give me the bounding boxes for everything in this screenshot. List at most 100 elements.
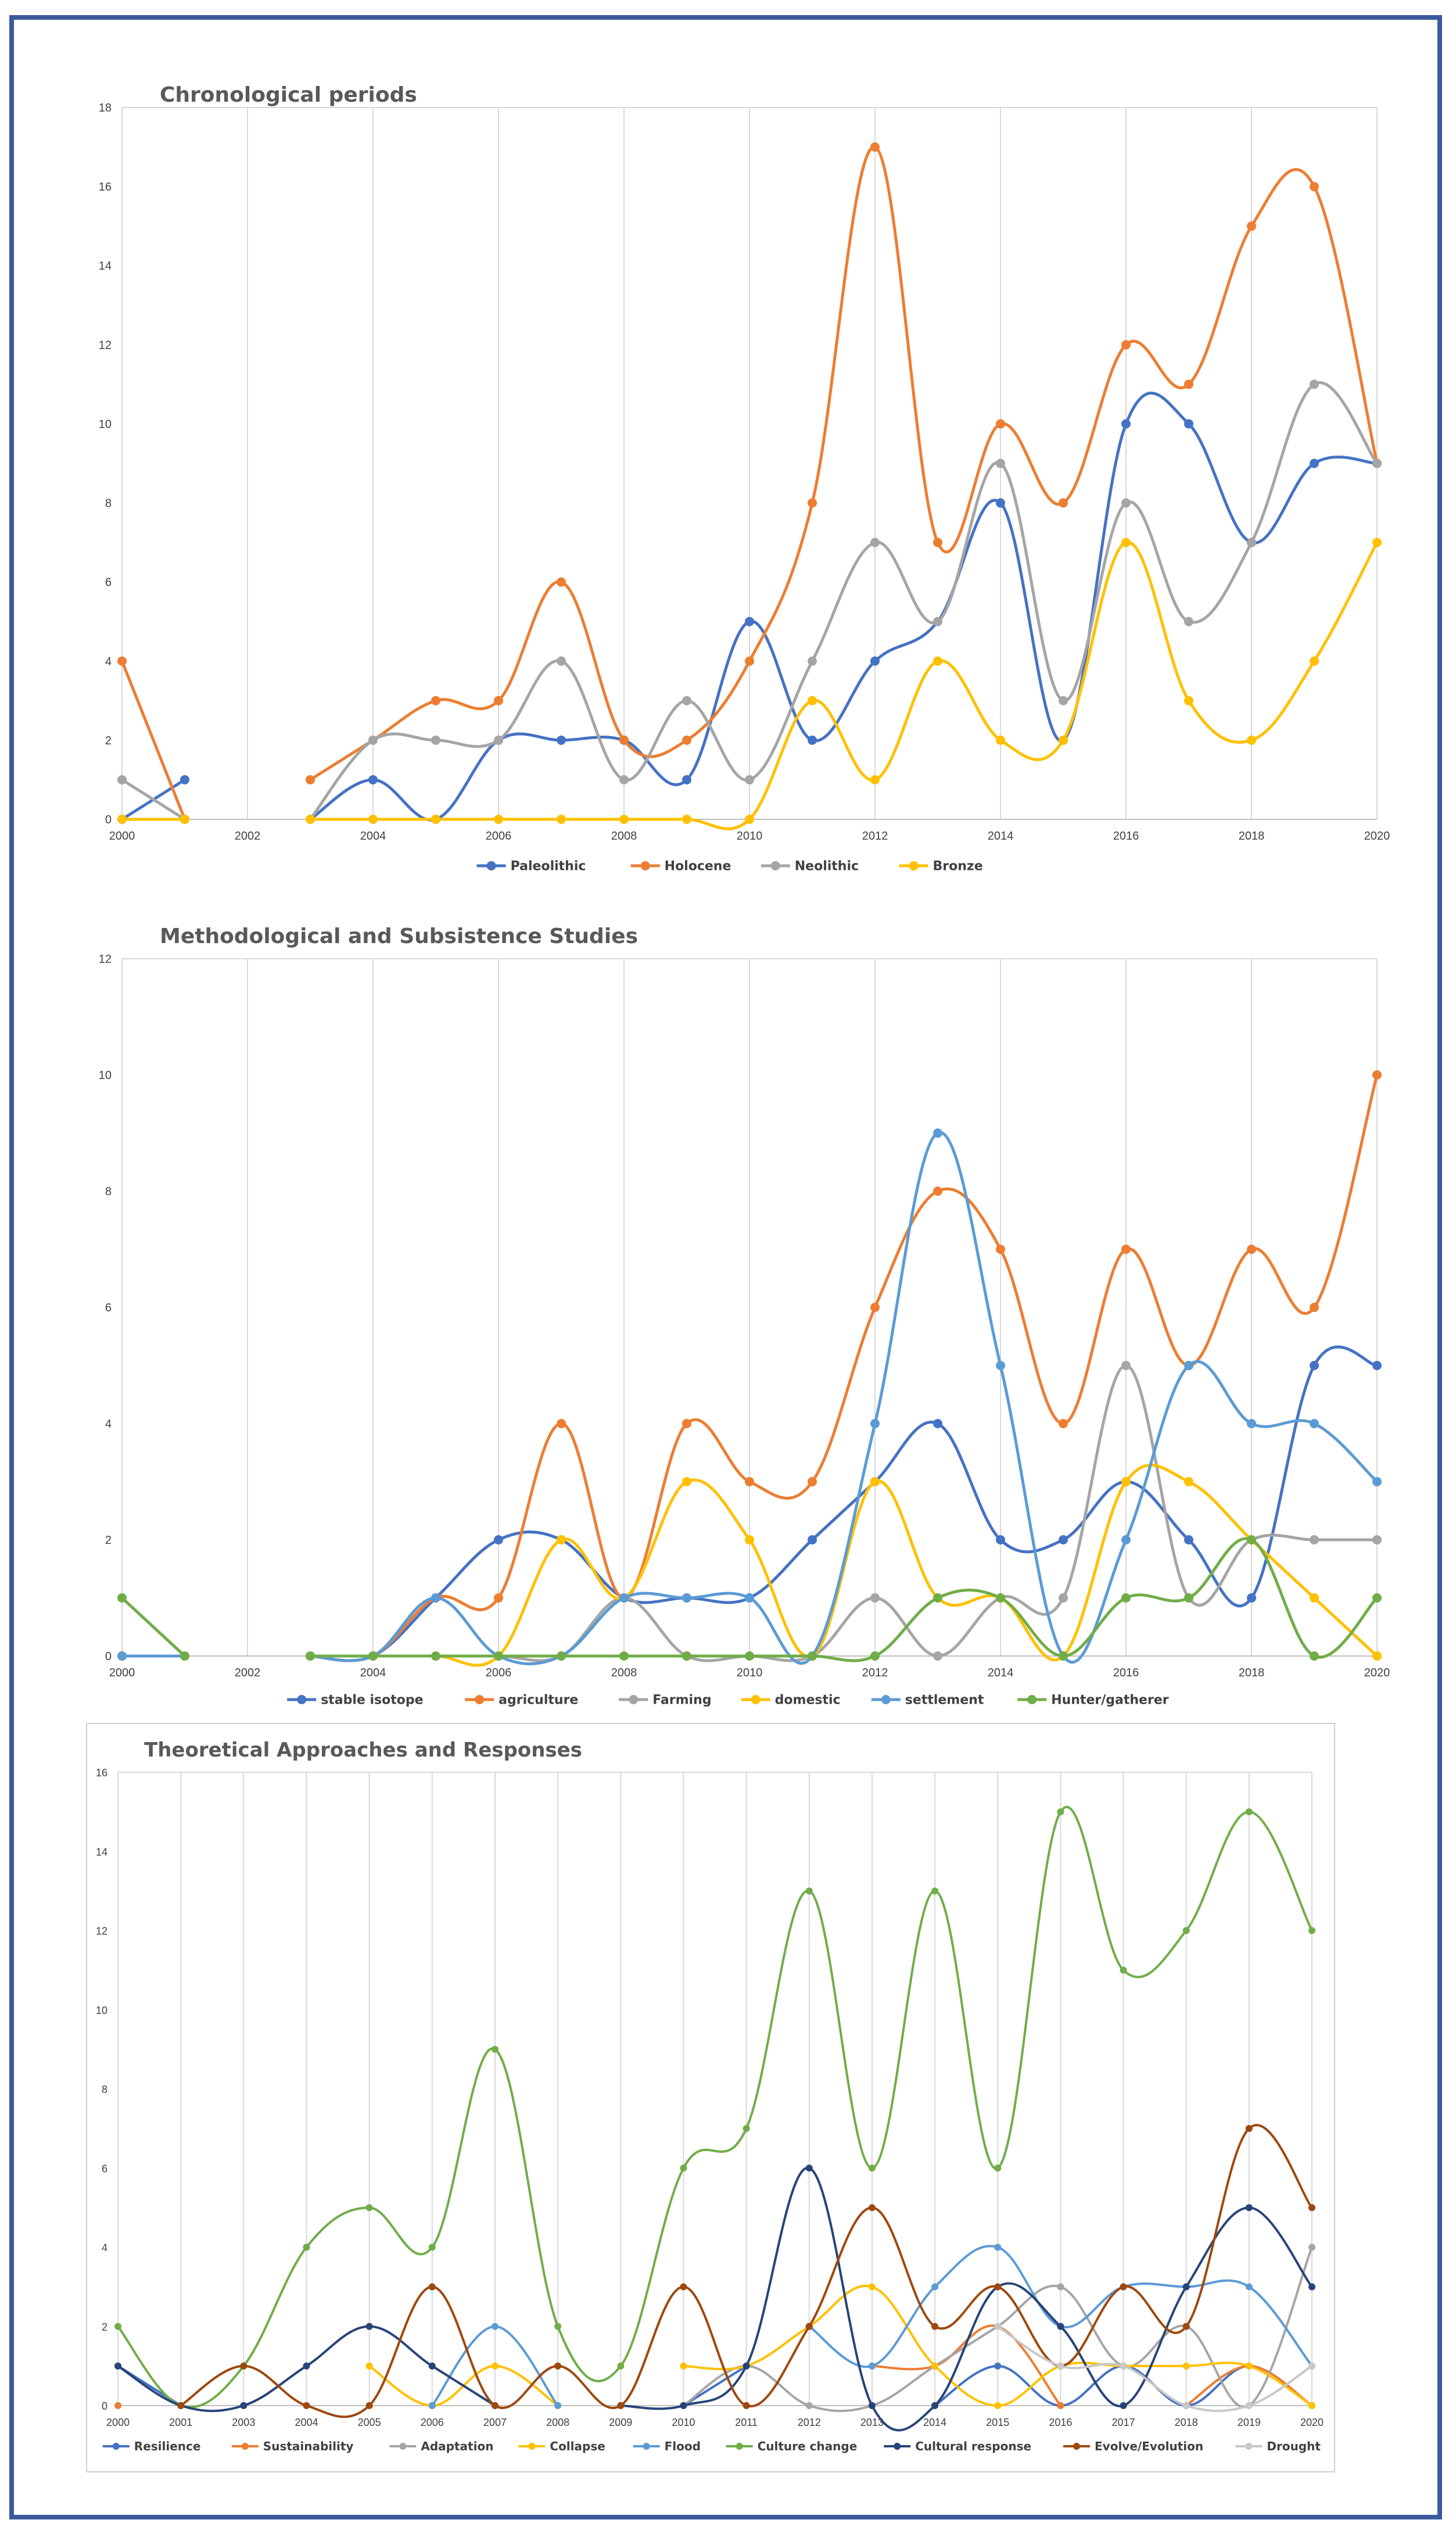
data-point-hunter-gatherer [933, 1593, 942, 1603]
data-point-cultural-response [1245, 2204, 1253, 2212]
legend-marker-hunter-gatherer [1027, 1695, 1037, 1704]
data-point-evolve-evolution [743, 2402, 750, 2409]
legend-label-cultural-response: Cultural response [915, 2439, 1031, 2453]
series-line-neolithic [121, 778, 186, 821]
data-point-holocene [870, 142, 880, 152]
data-point-flood [931, 2283, 939, 2291]
data-point-neolithic [557, 656, 566, 666]
legend-label-collapse: Collapse [550, 2439, 605, 2453]
data-point-sustainability [1057, 2402, 1064, 2409]
x-tick-label: 2019 [1238, 2417, 1261, 2428]
data-point-holocene [1121, 340, 1131, 350]
data-point-agriculture [1121, 1245, 1131, 1254]
data-point-settlement [870, 1419, 880, 1428]
data-point-domestic [557, 1535, 566, 1544]
data-point-holocene [682, 735, 691, 745]
data-point-hunter-gatherer [368, 1651, 378, 1661]
legend-marker-bronze [909, 861, 919, 870]
data-point-agriculture [933, 1187, 942, 1196]
series-drought [994, 2322, 1315, 2413]
data-point-settlement [1121, 1535, 1131, 1544]
data-point-hunter-gatherer [431, 1651, 440, 1661]
legend-marker-stable-isotope [297, 1695, 307, 1704]
data-point-neolithic [117, 775, 127, 784]
data-point-domestic [1372, 1651, 1382, 1661]
data-point-settlement [1372, 1477, 1382, 1486]
data-point-bronze [745, 815, 754, 824]
data-point-farming [1310, 1535, 1319, 1544]
data-point-neolithic [996, 458, 1005, 468]
data-point-hunter-gatherer [306, 1651, 315, 1661]
data-point-sustainability [114, 2402, 121, 2409]
data-point-domestic [1184, 1477, 1193, 1486]
y-tick-label: 8 [105, 1185, 112, 1198]
legend-label-sustainability: Sustainability [263, 2439, 354, 2453]
legend-label-domestic: domestic [775, 1693, 841, 1708]
x-tick-label: 2010 [672, 2417, 695, 2428]
legend-marker-holocene [640, 861, 650, 870]
data-point-holocene [619, 735, 629, 745]
data-point-neolithic [808, 656, 817, 666]
legend-marker-neolithic [770, 861, 780, 870]
data-point-settlement [996, 1361, 1005, 1370]
data-point-resilience [994, 2362, 1002, 2370]
data-point-agriculture [1372, 1070, 1382, 1080]
data-point-bronze [180, 815, 189, 824]
data-point-stable-isotope [1059, 1535, 1068, 1544]
data-point-hunter-gatherer [117, 1593, 127, 1603]
legend-label-stable-isotope: stable isotope [321, 1693, 423, 1708]
y-tick-label: 2 [102, 2321, 107, 2333]
data-point-culture-change [994, 2164, 1002, 2172]
legend-marker-drought [1245, 2443, 1253, 2450]
series-hunter-gatherer [117, 1535, 1382, 1662]
data-point-evolve-evolution [554, 2362, 562, 2370]
data-point-domestic [682, 1477, 691, 1486]
data-point-neolithic [1121, 498, 1131, 508]
data-point-bronze [1372, 537, 1382, 547]
x-tick-label: 2020 [1364, 830, 1390, 843]
data-point-neolithic [1247, 537, 1256, 547]
data-point-cultural-response [743, 2362, 750, 2370]
data-point-holocene [117, 656, 127, 666]
y-tick-label: 0 [102, 2400, 107, 2412]
data-point-domestic [745, 1535, 754, 1544]
legend-marker-cultural-response [894, 2443, 901, 2450]
y-tick-label: 0 [105, 1650, 112, 1663]
data-point-holocene [1059, 498, 1068, 508]
chart-title: Chronological periods [160, 83, 417, 107]
y-tick-label: 12 [96, 1926, 107, 1937]
x-tick-label: 2001 [169, 2417, 192, 2428]
data-point-culture-change [680, 2164, 687, 2172]
data-point-farming [870, 1593, 880, 1603]
x-tick-label: 2008 [546, 2417, 569, 2428]
data-point-paleolithic [808, 735, 817, 745]
data-point-adaptation [1057, 2283, 1064, 2291]
data-point-culture-change [303, 2243, 310, 2251]
chart-theoretical-approaches: Theoretical Approaches and Responses 2000… [86, 1723, 1335, 2472]
data-point-collapse [1182, 2362, 1190, 2370]
data-point-bronze [933, 656, 942, 666]
series-line-collapse [683, 2284, 1313, 2407]
data-point-bronze [494, 815, 503, 824]
data-point-drought [1308, 2362, 1315, 2370]
series-line-culture-change [117, 1805, 1313, 2408]
data-point-neolithic [1184, 617, 1193, 626]
legend-label-flood: Flood [665, 2439, 701, 2453]
series-neolithic [117, 379, 1382, 824]
data-point-hunter-gatherer [808, 1651, 817, 1661]
data-point-holocene [431, 696, 440, 705]
legend-marker-settlement [881, 1695, 891, 1704]
legend-label-drought: Drought [1267, 2439, 1321, 2453]
data-point-hunter-gatherer [870, 1651, 880, 1661]
data-point-holocene [933, 537, 942, 547]
data-point-holocene [745, 656, 754, 666]
legend-label-agriculture: agriculture [499, 1693, 578, 1708]
x-tick-label: 2012 [862, 830, 888, 843]
y-tick-label: 14 [96, 1846, 107, 1858]
data-point-stable-isotope [808, 1535, 817, 1544]
y-tick-label: 8 [102, 2084, 107, 2095]
y-tick-label: 6 [102, 2163, 107, 2174]
x-tick-label: 2011 [735, 2417, 758, 2428]
data-point-neolithic [1310, 379, 1319, 389]
data-point-cultural-response [365, 2322, 373, 2330]
